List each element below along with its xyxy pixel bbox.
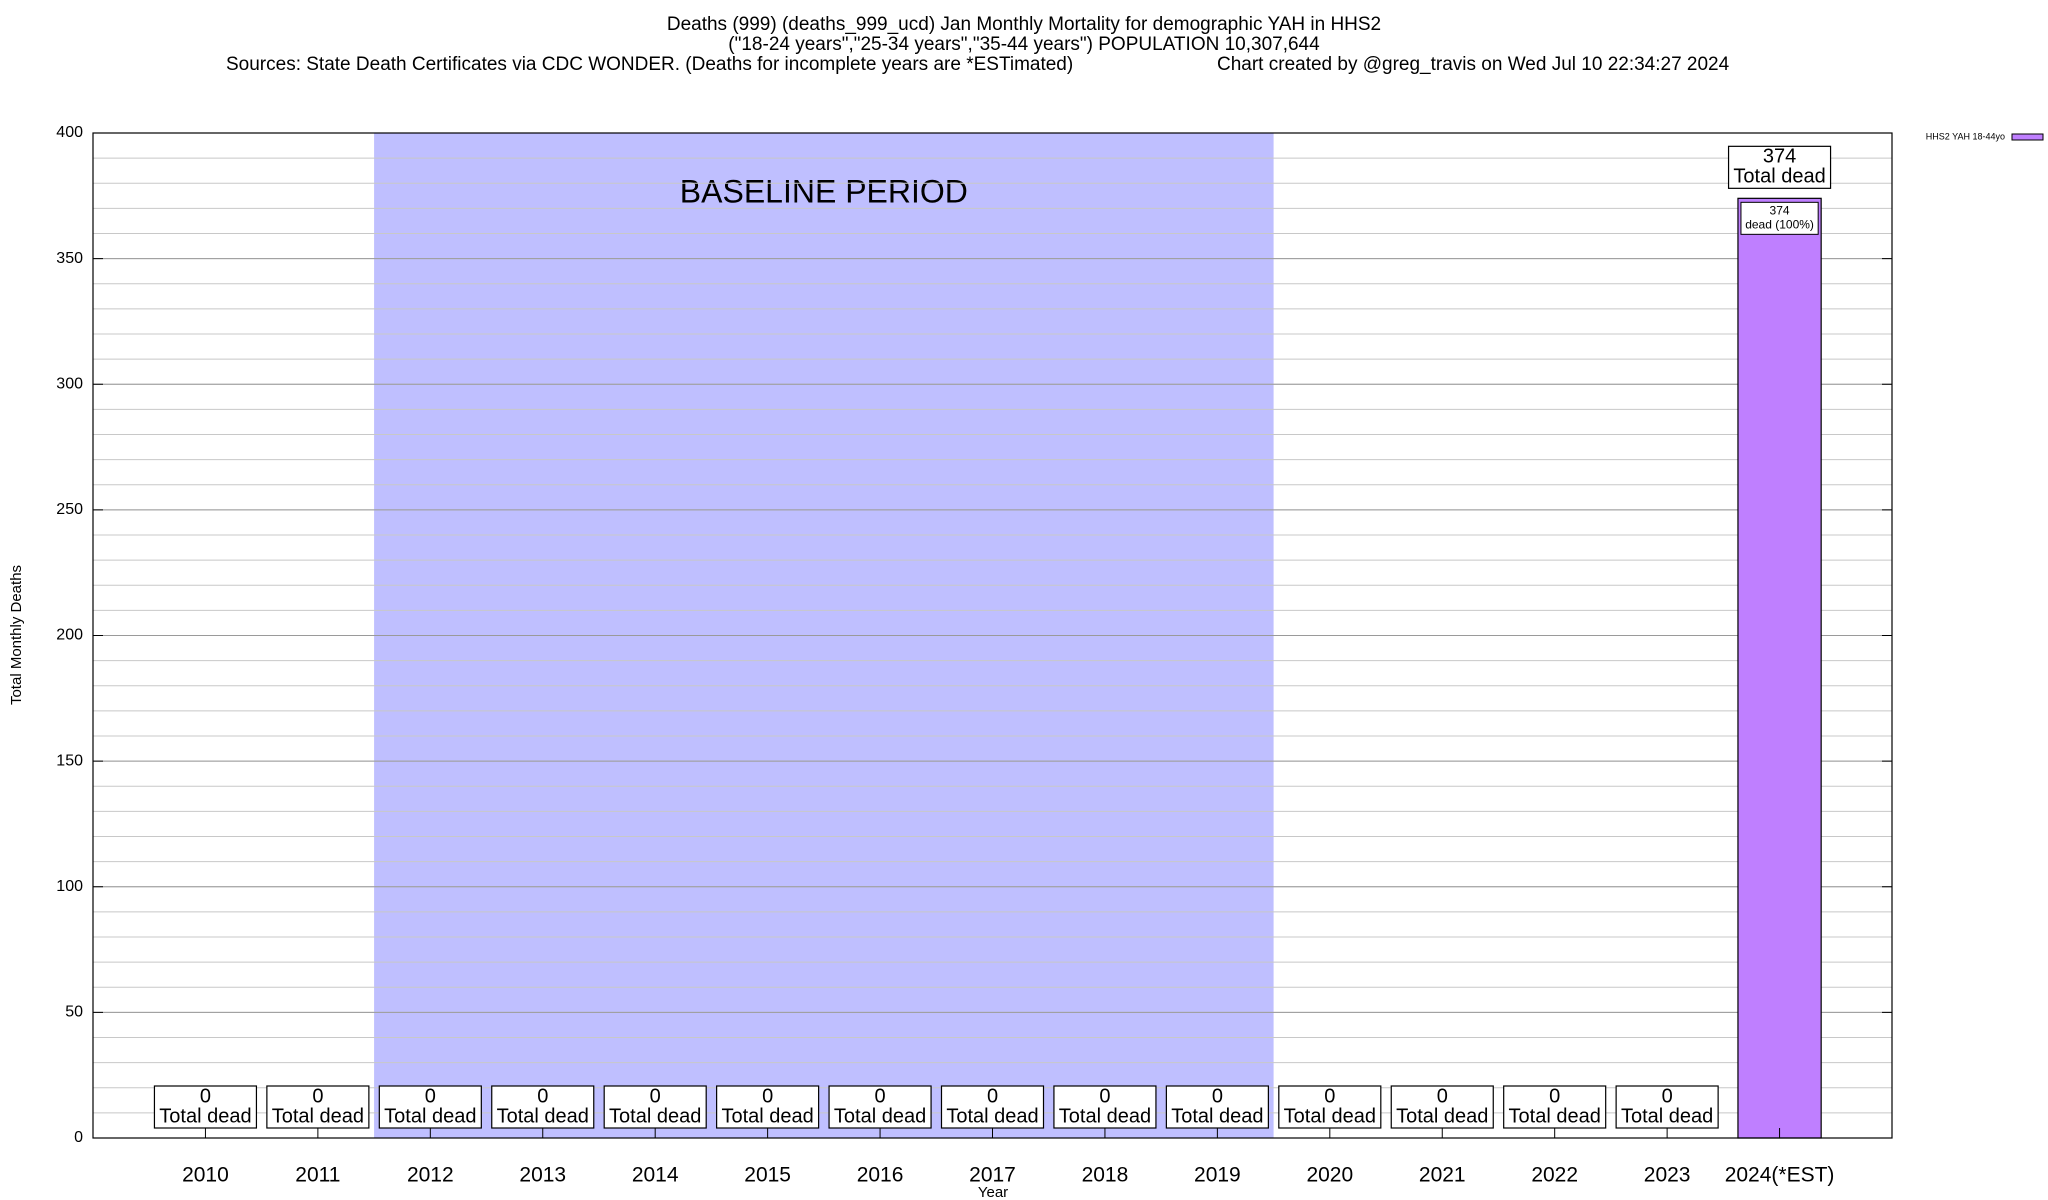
total-text-label: Total dead bbox=[1396, 1105, 1488, 1127]
total-value-label: 0 bbox=[537, 1085, 548, 1107]
y-tick-label: 50 bbox=[65, 1004, 83, 1021]
total-text-label: Total dead bbox=[1059, 1105, 1151, 1127]
total-label-box bbox=[1503, 1085, 1607, 1129]
baseline-label: BASELINE PERIOD bbox=[680, 173, 968, 209]
total-value-label: 0 bbox=[312, 1085, 323, 1107]
total-value-label: 0 bbox=[987, 1085, 998, 1107]
x-tick-label: 2019 bbox=[1194, 1164, 1241, 1187]
y-tick-label: 250 bbox=[56, 501, 83, 518]
total-value-label: 0 bbox=[1662, 1085, 1673, 1107]
segment-label-box bbox=[1740, 201, 1819, 235]
total-value-label: 0 bbox=[1212, 1085, 1223, 1107]
x-tick-label: 2011 bbox=[295, 1164, 340, 1187]
x-tick-label: 2012 bbox=[407, 1164, 454, 1187]
total-label-box bbox=[940, 1085, 1045, 1129]
x-tick-label: 2013 bbox=[519, 1164, 566, 1187]
chart-subtitle: ("18-24 years","25-34 years","35-44 year… bbox=[728, 34, 1320, 55]
total-label-box bbox=[1615, 1085, 1719, 1129]
total-value-label: 0 bbox=[1549, 1085, 1560, 1107]
total-text-label: Total dead bbox=[946, 1105, 1038, 1127]
total-label-box bbox=[153, 1085, 258, 1129]
total-label-box bbox=[1053, 1085, 1157, 1129]
segment-share-label: dead (100%) bbox=[1745, 217, 1814, 231]
x-tick-label: 2010 bbox=[182, 1164, 229, 1187]
total-text-label: Total dead bbox=[159, 1105, 251, 1127]
legend-swatch bbox=[2011, 133, 2044, 141]
source-note: Sources: State Death Certificates via CD… bbox=[226, 54, 1073, 75]
y-tick-label: 200 bbox=[56, 627, 83, 644]
total-value-label: 0 bbox=[875, 1085, 886, 1107]
total-text-label: Total dead bbox=[834, 1105, 926, 1127]
total-label-box bbox=[491, 1085, 595, 1129]
total-value-label: 0 bbox=[200, 1085, 211, 1107]
total-label-box bbox=[1278, 1085, 1382, 1129]
legend-label: HHS2 YAH 18-44yo bbox=[1926, 131, 2005, 141]
x-tick-label: 2024(*EST) bbox=[1725, 1164, 1835, 1187]
total-label-box bbox=[378, 1085, 482, 1129]
chart-title: Deaths (999) (deaths_999_ucd) Jan Monthl… bbox=[667, 14, 1381, 35]
total-label-box bbox=[603, 1085, 707, 1129]
x-tick-label: 2021 bbox=[1419, 1164, 1466, 1187]
y-tick-label: 100 bbox=[56, 878, 83, 895]
x-tick-label: 2014 bbox=[632, 1164, 679, 1187]
total-label-box bbox=[716, 1085, 820, 1129]
x-tick-label: 2017 bbox=[969, 1164, 1016, 1187]
total-text-label: Total dead bbox=[497, 1105, 589, 1127]
total-value-label: 374 bbox=[1763, 146, 1796, 168]
total-text-label: Total dead bbox=[1509, 1105, 1601, 1127]
total-text-label: Total dead bbox=[272, 1105, 364, 1127]
total-label-box bbox=[266, 1085, 370, 1129]
y-axis-label: Total Monthly Deaths bbox=[8, 565, 25, 705]
x-tick-label: 2015 bbox=[744, 1164, 791, 1187]
x-tick-label: 2022 bbox=[1531, 1164, 1578, 1187]
total-text-label: Total dead bbox=[1733, 166, 1825, 188]
total-label-box bbox=[1727, 145, 1832, 189]
x-axis-label: Year bbox=[978, 1184, 1008, 1200]
x-tick-label: 2023 bbox=[1644, 1164, 1691, 1187]
x-tick-label: 2018 bbox=[1082, 1164, 1129, 1187]
total-value-label: 0 bbox=[762, 1085, 773, 1107]
total-text-label: Total dead bbox=[384, 1105, 476, 1127]
y-tick-label: 150 bbox=[56, 752, 83, 769]
total-text-label: Total dead bbox=[609, 1105, 701, 1127]
total-value-label: 0 bbox=[650, 1085, 661, 1107]
y-tick-label: 0 bbox=[74, 1129, 83, 1146]
total-text-label: Total dead bbox=[1621, 1105, 1713, 1127]
total-value-label: 0 bbox=[1437, 1085, 1448, 1107]
total-label-box bbox=[828, 1085, 932, 1129]
credit-note: Chart created by @greg_travis on Wed Jul… bbox=[1217, 54, 1730, 75]
total-value-label: 0 bbox=[425, 1085, 436, 1107]
total-label-box bbox=[1390, 1085, 1494, 1129]
total-value-label: 0 bbox=[1324, 1085, 1335, 1107]
total-value-label: 0 bbox=[1099, 1085, 1110, 1107]
total-text-label: Total dead bbox=[1284, 1105, 1376, 1127]
y-tick-label: 400 bbox=[56, 124, 83, 141]
segment-value-label: 374 bbox=[1770, 203, 1790, 217]
total-text-label: Total dead bbox=[721, 1105, 813, 1127]
total-label-box bbox=[1165, 1085, 1269, 1129]
bar bbox=[1737, 197, 1822, 1139]
y-tick-label: 300 bbox=[56, 375, 83, 392]
total-text-label: Total dead bbox=[1171, 1105, 1263, 1127]
x-tick-label: 2016 bbox=[857, 1164, 904, 1187]
y-tick-label: 350 bbox=[56, 250, 83, 267]
plot-frame bbox=[92, 132, 1893, 1139]
x-tick-label: 2020 bbox=[1306, 1164, 1353, 1187]
